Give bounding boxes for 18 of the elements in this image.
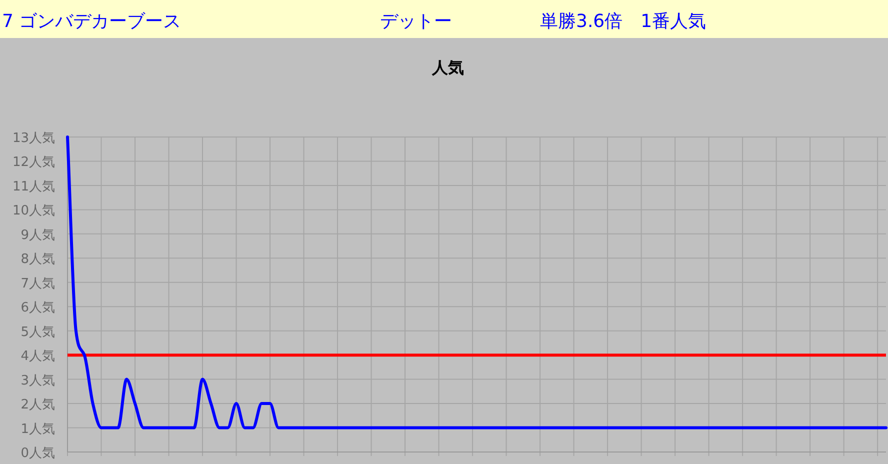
y-tick-label: 8人気 (20, 252, 55, 268)
y-tick-label: 3人気 (20, 373, 55, 388)
y-tick-label: 1人気 (20, 422, 55, 437)
y-tick-label: 10人気 (12, 204, 55, 219)
y-tick-label: 4人気 (20, 349, 55, 364)
y-tick-label: 5人気 (20, 324, 55, 340)
y-tick-label: 6人気 (20, 300, 55, 316)
y-tick-label: 13人気 (12, 131, 55, 146)
chart-title: 人気 (431, 58, 464, 77)
y-tick-label: 7人気 (20, 276, 55, 292)
annotation: 単勝3.6倍 1番人気 (540, 11, 706, 32)
y-tick-label: 2人気 (20, 398, 55, 413)
annotation: デットー (380, 11, 452, 32)
y-tick-label: 11人気 (12, 179, 55, 194)
annotation: 7 ゴンバデカーブース (2, 11, 182, 32)
y-tick-label: 9人気 (20, 228, 55, 243)
y-tick-label: 0人気 (20, 446, 55, 461)
y-tick-label: 12人気 (12, 155, 55, 170)
